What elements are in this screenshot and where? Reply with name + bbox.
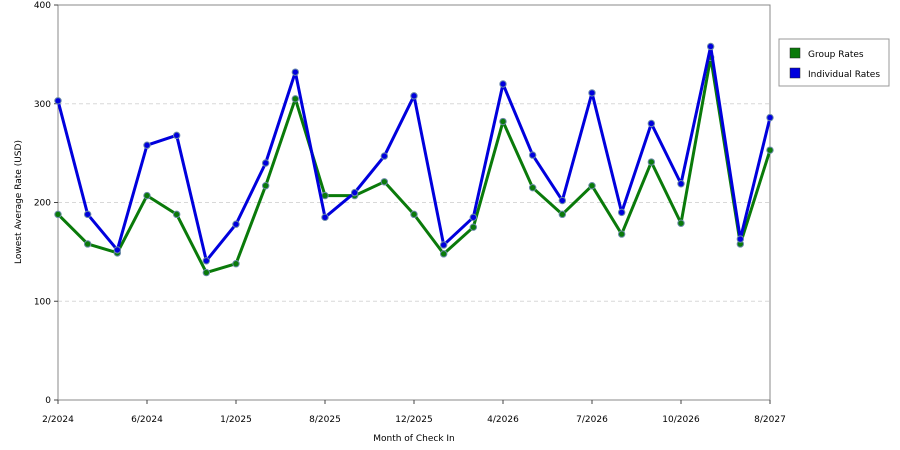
legend-label-group-rates: Group Rates (808, 50, 864, 60)
x-tick-label: 6/2024 (131, 415, 163, 425)
data-point-group-rates (143, 191, 151, 200)
data-point-group-rates (647, 158, 656, 166)
data-point-individual-rates (766, 113, 774, 122)
data-point-individual-rates (291, 68, 300, 76)
data-point-group-rates (380, 178, 389, 186)
data-point-individual-rates (261, 159, 270, 167)
x-tick-label: 7/2026 (576, 415, 608, 425)
data-point-individual-rates (172, 131, 181, 140)
data-point-individual-rates (321, 213, 329, 222)
data-point-individual-rates (113, 246, 122, 254)
data-point-group-rates (588, 182, 596, 190)
data-point-group-rates (83, 240, 92, 248)
data-point-group-rates (766, 146, 774, 154)
x-tick-label: 12/2025 (395, 415, 432, 425)
series-line-group-rates (56, 55, 772, 275)
data-point-group-rates (261, 182, 270, 190)
data-point-individual-rates (677, 180, 685, 188)
data-point-group-rates (202, 268, 211, 277)
y-tick-label: 400 (34, 1, 51, 11)
data-point-individual-rates (202, 257, 211, 265)
data-point-group-rates (677, 219, 685, 227)
data-point-group-rates (528, 183, 537, 192)
data-point-individual-rates (439, 241, 448, 249)
data-point-group-rates (321, 191, 329, 200)
data-point-individual-rates (232, 220, 240, 228)
data-point-group-rates (172, 210, 181, 219)
data-point-individual-rates (83, 210, 92, 219)
grid-layer (58, 103, 770, 302)
data-point-group-rates (439, 250, 448, 258)
data-point-individual-rates (54, 97, 62, 105)
legend-swatch-individual-rates (789, 67, 801, 79)
data-point-individual-rates (706, 42, 715, 51)
data-point-group-rates (410, 210, 418, 219)
x-axis-title: Month of Check In (373, 434, 455, 444)
y-tick-label: 100 (34, 297, 51, 307)
x-tick-label: 4/2026 (487, 415, 519, 425)
x-tick-label: 2/2024 (42, 415, 74, 425)
data-point-group-rates (558, 210, 567, 219)
y-axis-title: Lowest Average Rate (USD) (14, 140, 24, 264)
series-line-individual-rates (56, 44, 772, 263)
data-point-group-rates (291, 95, 300, 103)
y-tick-label: 0 (45, 396, 51, 406)
data-point-individual-rates (736, 235, 745, 243)
data-point-individual-rates (617, 208, 626, 217)
data-point-individual-rates (647, 119, 656, 128)
data-point-group-rates (232, 260, 240, 268)
data-point-individual-rates (588, 89, 596, 97)
x-tick-label: 1/2025 (220, 415, 252, 425)
data-point-individual-rates (469, 213, 478, 222)
data-point-group-rates (54, 210, 62, 219)
y-tick-label: 200 (34, 199, 51, 209)
data-point-group-rates (499, 117, 507, 126)
data-point-group-rates (617, 230, 626, 238)
x-tick-label: 10/2026 (662, 415, 700, 425)
axis-layer: 0 100 200 300 400 2/2024 6/2024 1/2025 8/2025 12/… (34, 1, 786, 425)
data-point-individual-rates (410, 92, 418, 100)
legend: Group Rates Individual Rates (778, 38, 890, 87)
x-tick-label: 8/2027 (754, 415, 786, 425)
legend-label-individual-rates: Individual Rates (808, 70, 880, 80)
data-point-individual-rates (350, 188, 359, 197)
legend-swatch-group-rates (789, 47, 801, 59)
y-tick-label: 300 (34, 100, 51, 110)
data-point-individual-rates (143, 141, 151, 149)
x-tick-label: 8/2025 (309, 415, 341, 425)
data-point-individual-rates (528, 151, 537, 159)
data-point-individual-rates (380, 152, 389, 160)
data-point-individual-rates (499, 80, 507, 88)
data-point-group-rates (469, 223, 478, 231)
series-layer (54, 42, 774, 277)
data-point-individual-rates (558, 196, 567, 205)
